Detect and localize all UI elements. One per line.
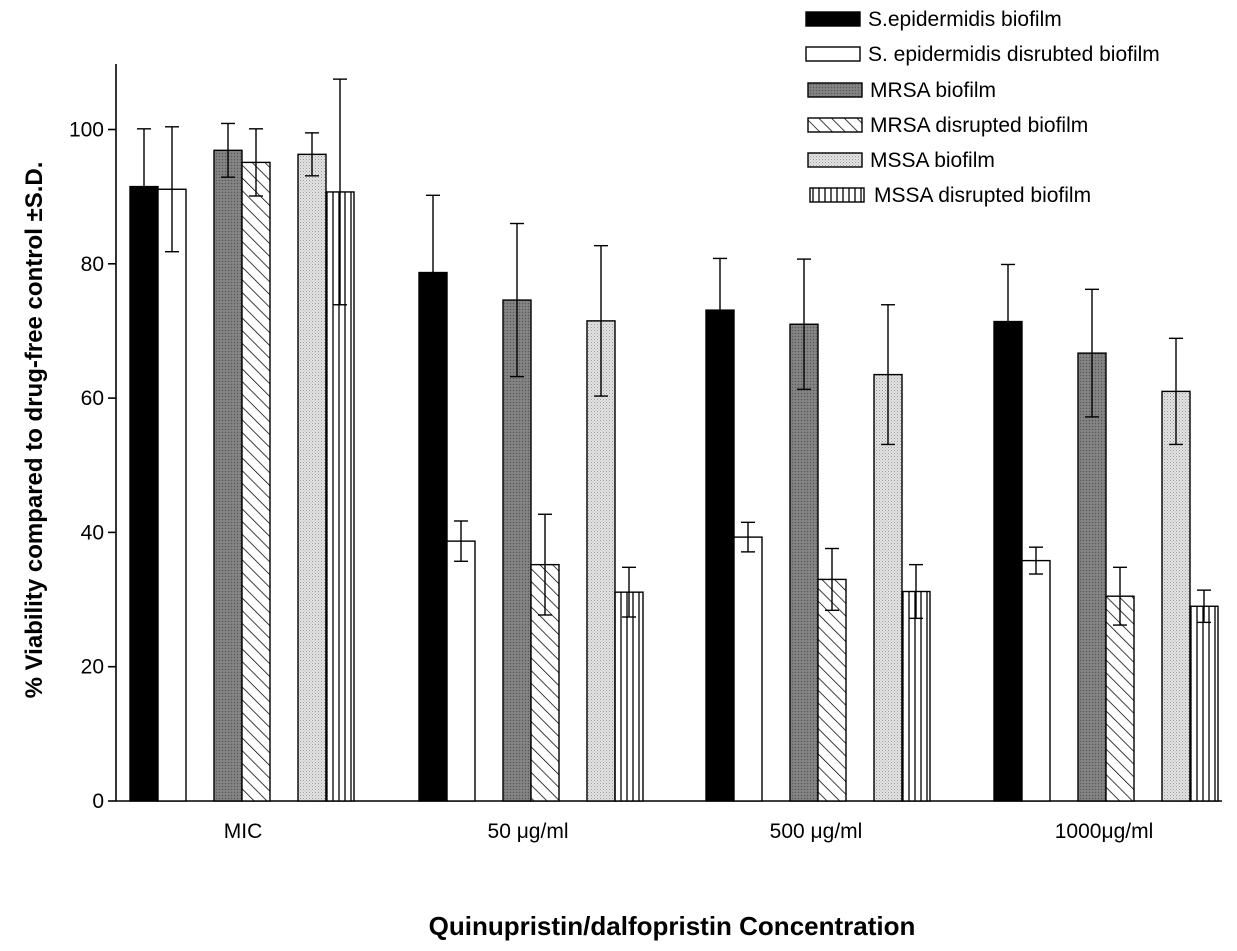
bar-5-cat-4 [1161, 390, 1191, 802]
legend: S.epidermidis biofilm S. epidermidis disr… [805, 8, 1160, 207]
legend-swatch-5 [807, 152, 863, 168]
bar-2-cat-4 [1021, 559, 1051, 802]
legend-swatch-4 [807, 117, 863, 133]
y-tick-label: 60 [81, 387, 104, 410]
legend-label-2: S. epidermidis disrubted biofilm [868, 43, 1160, 66]
bar-1-cat-4 [993, 320, 1023, 802]
bar-6-cat-3 [901, 590, 931, 802]
y-tick-label: 40 [81, 521, 104, 544]
category-labels: MIC 50 μg/ml 500 μg/ml 1000μg/ml [224, 820, 1154, 843]
bar-1-cat-2 [418, 271, 448, 802]
bar-3-cat-1 [213, 149, 243, 802]
legend-label-6: MSSA disrupted biofilm [874, 184, 1091, 207]
bar-1-cat-1 [129, 185, 159, 802]
x-axis-label: Quinupristin/dalfopristin Concentration [429, 911, 916, 941]
bar-3-cat-3 [789, 323, 819, 802]
legend-label-3: MRSA biofilm [870, 79, 996, 102]
x-tick-label: 50 μg/ml [488, 820, 569, 843]
bar-2-cat-1 [157, 188, 187, 802]
y-axis-label: % Viability compared to drug-free contro… [21, 162, 48, 699]
legend-swatch-3 [807, 82, 863, 98]
legend-swatch-1 [805, 11, 861, 27]
bar-3-cat-4 [1077, 352, 1107, 802]
y-tick-label: 0 [92, 790, 104, 813]
bar-6-cat-4 [1189, 605, 1219, 802]
x-tick-label: 1000μg/ml [1055, 820, 1154, 843]
bar-2-cat-3 [733, 536, 763, 802]
bar-1-cat-3 [705, 309, 735, 802]
y-tick-label: 100 [69, 119, 104, 142]
bar-2-cat-2 [446, 540, 476, 802]
bar-5-cat-1 [297, 153, 327, 802]
legend-swatch-6 [809, 187, 865, 203]
legend-label-1: S.epidermidis biofilm [868, 8, 1062, 31]
legend-label-5: MSSA biofilm [870, 149, 995, 172]
bar-4-cat-4 [1105, 595, 1135, 802]
legend-label-4: MRSA disrupted biofilm [870, 114, 1088, 137]
x-tick-label: MIC [224, 820, 263, 843]
bar-4-cat-1 [241, 161, 271, 802]
y-tick-label: 20 [81, 656, 104, 679]
bar-5-cat-2 [586, 320, 616, 802]
bar-4-cat-3 [817, 578, 847, 802]
x-tick-label: 500 μg/ml [770, 820, 863, 843]
bars-group [129, 78, 1219, 802]
legend-swatch-2 [805, 46, 861, 62]
y-tick-label: 80 [81, 253, 104, 276]
bar-6-cat-2 [614, 591, 644, 802]
